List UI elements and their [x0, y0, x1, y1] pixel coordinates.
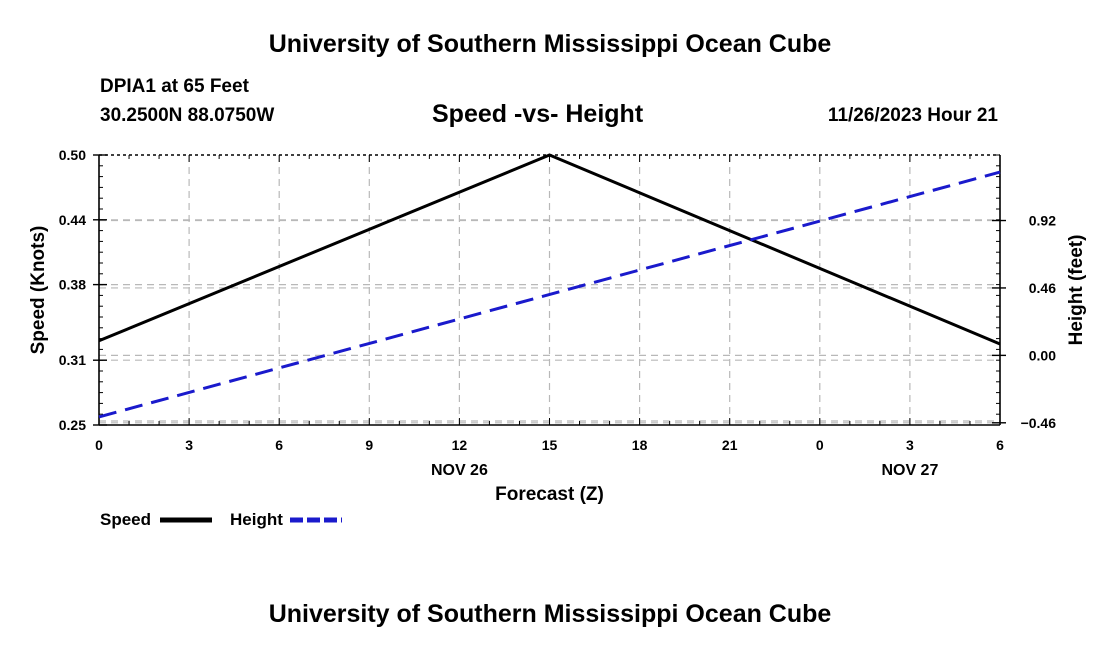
series-line-speed — [98, 153, 1001, 346]
y-tick-label: 0.50 — [59, 147, 86, 163]
y-tick-label: 0.44 — [59, 212, 86, 228]
page-title: University of Southern Mississippi Ocean… — [268, 30, 832, 58]
station-label: DPIA1 at 65 Feet — [100, 76, 249, 97]
x-tick-label: 21 — [722, 437, 738, 453]
y-axis-title: Speed (Knots) — [28, 226, 49, 355]
x-tick-label: 9 — [365, 437, 373, 453]
footer-title: University of Southern Mississippi Ocean… — [268, 600, 832, 628]
x-tick-label: 0 — [816, 437, 824, 453]
y2-axis-title: Height (feet) — [1066, 235, 1087, 346]
legend-label-height: Height — [230, 510, 283, 529]
coordinates-label: 30.2500N 88.0750W — [100, 105, 275, 126]
y2-tick-label: 0.00 — [1029, 347, 1056, 363]
x-axis-title: Forecast (Z) — [495, 484, 604, 505]
y-tick-label: 0.38 — [59, 277, 86, 293]
y2-tick-label: −0.46 — [1021, 415, 1057, 431]
series-line-height — [98, 170, 1001, 419]
x-tick-label: 3 — [185, 437, 193, 453]
x-tick-label: 18 — [632, 437, 648, 453]
x-tick-label: 12 — [452, 437, 468, 453]
x-tick-label: 6 — [996, 437, 1004, 453]
chart-subtitle: Speed -vs- Height — [432, 100, 644, 128]
x-tick-label: 6 — [275, 437, 283, 453]
x-date-label: NOV 27 — [881, 462, 938, 479]
x-date-label: NOV 26 — [431, 462, 488, 479]
legend-label-speed: Speed — [100, 510, 151, 529]
forecast-datetime: 11/26/2023 Hour 21 — [827, 105, 998, 126]
x-tick-label: 15 — [542, 437, 558, 453]
y-tick-label: 0.25 — [59, 417, 86, 433]
x-tick-label: 0 — [95, 437, 103, 453]
y2-tick-label: 0.46 — [1029, 280, 1056, 296]
y2-tick-label: 0.92 — [1029, 213, 1056, 229]
y-tick-label: 0.31 — [59, 352, 86, 368]
x-tick-label: 3 — [906, 437, 914, 453]
